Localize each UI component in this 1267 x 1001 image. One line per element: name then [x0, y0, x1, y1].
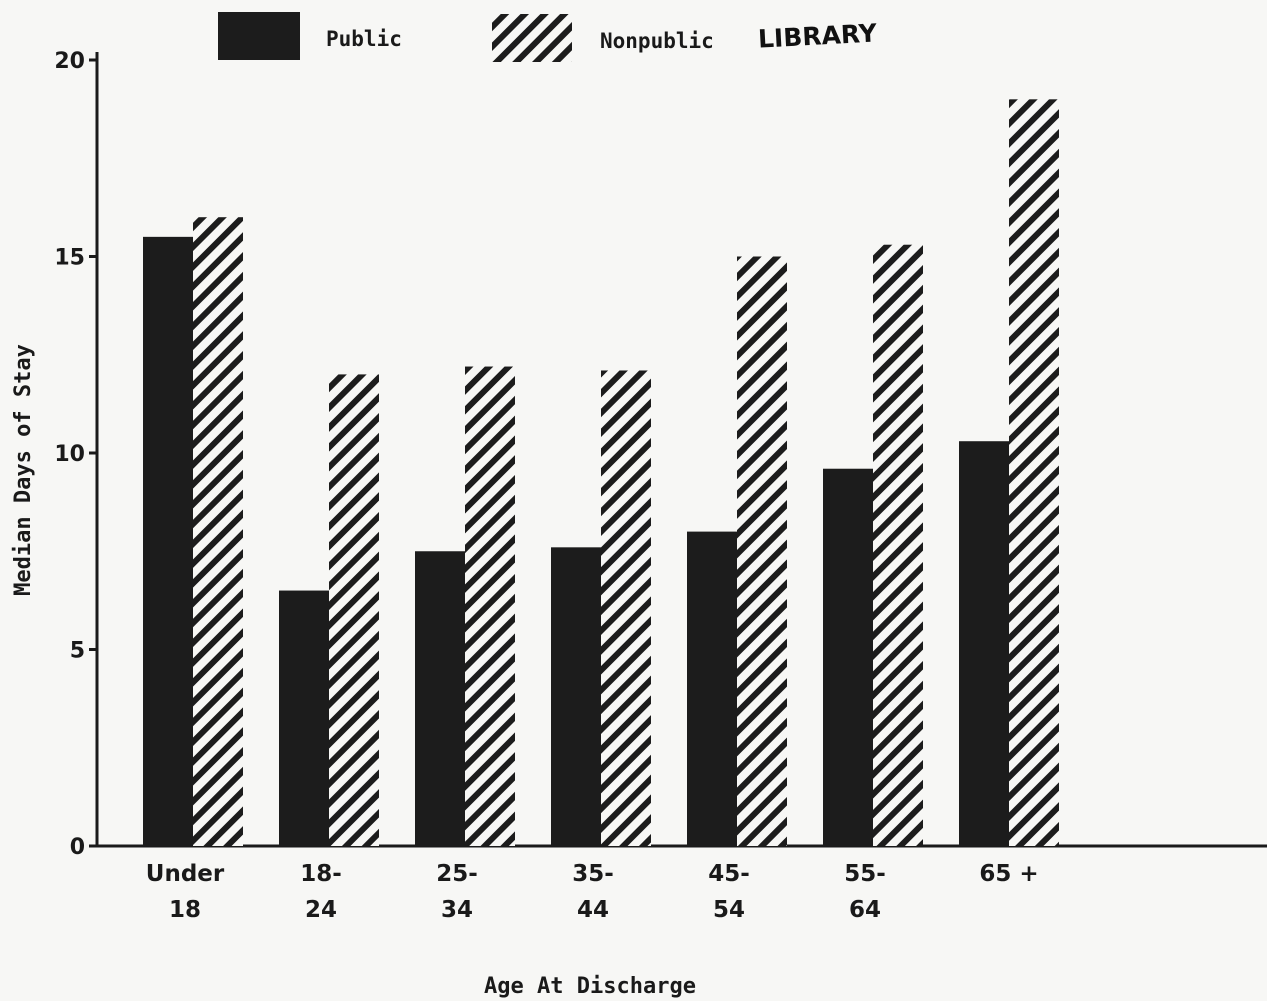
bar-nonpublic-6	[1009, 99, 1059, 847]
x-labels: Under 18 18- 24 25- 34 35- 44 45- 54 55- 64 65 +	[146, 861, 1039, 923]
bar-nonpublic-0	[193, 217, 243, 846]
y-ticks: 0 5 10 15 20	[54, 49, 97, 860]
x-tick-label: 44	[577, 897, 609, 923]
y-tick-label: 5	[70, 639, 85, 664]
bar-nonpublic-4	[737, 256, 787, 846]
legend-label-public: Public	[326, 27, 402, 51]
bar-public-4	[687, 531, 737, 846]
x-tick-label: 34	[441, 897, 473, 923]
bar-nonpublic-5	[873, 244, 923, 846]
bar-nonpublic-1	[329, 374, 379, 846]
x-tick-label: 25-	[436, 861, 478, 887]
bars	[143, 99, 1059, 847]
x-axis-title: Age At Discharge	[484, 974, 696, 999]
y-tick-label: 20	[54, 49, 85, 74]
legend-swatch-public	[218, 12, 300, 60]
x-tick-label: 35-	[572, 861, 614, 887]
bar-public-5	[823, 468, 873, 846]
library-stamp: LIBRARY	[757, 18, 878, 53]
bar-public-2	[415, 551, 465, 846]
legend-label-nonpublic: Nonpublic	[600, 29, 714, 53]
x-tick-label: 55-	[844, 861, 886, 887]
bar-public-0	[143, 236, 193, 847]
legend: Public Nonpublic	[218, 12, 714, 62]
y-axis-title: Median Days of Stay	[11, 344, 36, 596]
bar-nonpublic-3	[601, 370, 651, 846]
bar-public-3	[551, 547, 601, 846]
x-tick-label: 65 +	[979, 861, 1038, 887]
x-tick-label: 54	[713, 897, 745, 923]
x-tick-label: 64	[849, 897, 881, 923]
bar-nonpublic-2	[465, 366, 515, 846]
y-tick-label: 15	[54, 246, 85, 271]
legend-swatch-nonpublic	[492, 14, 572, 62]
x-tick-label: 45-	[708, 861, 750, 887]
x-tick-label: 24	[305, 897, 337, 923]
x-tick-label: Under	[146, 861, 225, 887]
y-tick-label: 10	[54, 442, 85, 467]
x-tick-label: 18	[169, 897, 201, 923]
bar-public-6	[959, 441, 1009, 846]
bar-public-1	[279, 590, 329, 846]
x-tick-label: 18-	[300, 861, 342, 887]
y-tick-label: 0	[70, 835, 85, 860]
axes	[95, 52, 1267, 848]
